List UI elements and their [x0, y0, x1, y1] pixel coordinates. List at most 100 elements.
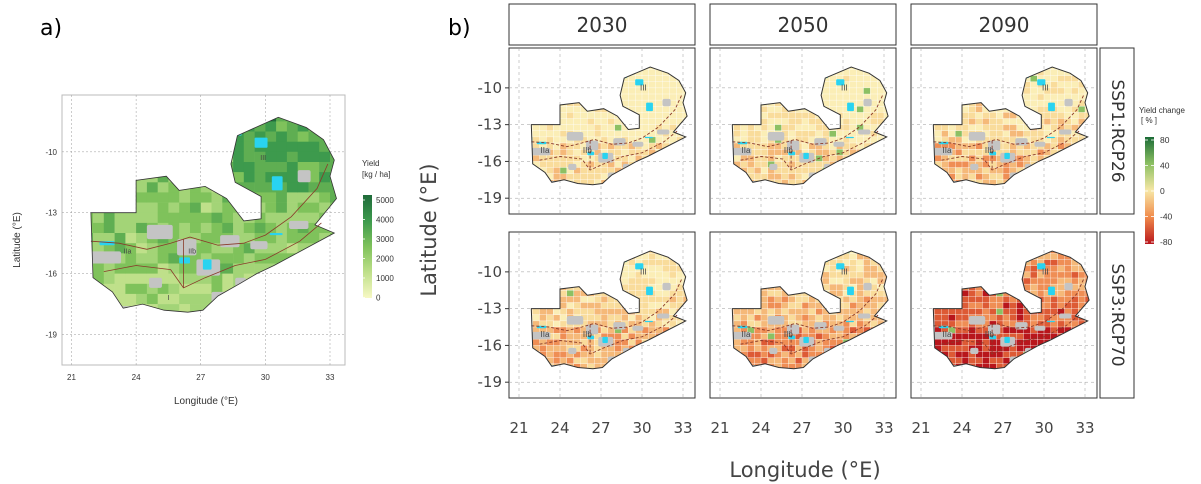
column-strip-label: 2090 — [979, 13, 1030, 37]
legend-b-label: -40 — [1160, 212, 1173, 222]
x-tick-label: 27 — [196, 373, 205, 382]
zone-label: IIa — [124, 248, 132, 255]
x-tick-label: 30 — [261, 373, 270, 382]
x-tick-label: 27 — [792, 419, 811, 437]
zone-label: I — [167, 295, 169, 302]
panel-b-column-strips: 2030 2050 2090 — [508, 3, 1098, 46]
x-tick-label: 30 — [833, 419, 852, 437]
legend-b-label: 40 — [1160, 161, 1170, 171]
x-tick-label: 24 — [132, 373, 141, 382]
panel-b-x-axis-label: Longitude (°E) — [729, 458, 880, 482]
y-tick-label: -13 — [478, 300, 503, 318]
legend-a-label: 4000 — [376, 216, 394, 225]
legend-b-title: Yield change — [1139, 106, 1186, 115]
legend-b-label: -80 — [1160, 237, 1173, 247]
column-strip-2090 — [910, 3, 1098, 46]
row-strip — [1099, 47, 1135, 215]
x-tick-label: 21 — [911, 419, 930, 437]
facet-2030-1: IIa IIb III — [508, 231, 696, 399]
zone-label: IIa — [943, 330, 952, 339]
legend-b-unit: [ % ] — [1141, 116, 1157, 125]
x-tick-label: 27 — [591, 419, 610, 437]
panel-a-x-ticks: 21 24 27 30 33 — [67, 373, 335, 382]
panel-a-y-ticks: -10 -13 -16 -19 — [45, 148, 57, 340]
facet-2090-1: IIa IIb III — [910, 231, 1098, 399]
legend-b-colorbar — [1145, 137, 1154, 244]
zone-label: III — [640, 267, 647, 276]
y-tick-label: -10 — [45, 148, 57, 157]
legend-a-label: 0 — [376, 294, 381, 303]
zone-label: IIb — [784, 330, 793, 339]
zone-label: IIb — [985, 330, 994, 339]
facet-2030-0: IIa IIb III — [508, 47, 696, 215]
country-outline — [932, 66, 1090, 186]
legend-b-label: 0 — [1160, 186, 1165, 196]
y-tick-label: -16 — [478, 152, 503, 170]
row-strip-label: SSP1:RCP26 — [1107, 79, 1127, 182]
legend-b-label: 80 — [1160, 135, 1170, 145]
y-tick-label: -13 — [45, 209, 57, 218]
country-outline — [90, 116, 337, 313]
x-tick-label: 21 — [509, 419, 528, 437]
country-outline — [731, 66, 889, 186]
legend-a-label: 5000 — [376, 196, 394, 205]
x-tick-label: 33 — [1075, 419, 1094, 437]
zone-label: III — [260, 155, 266, 162]
zone-label: III — [841, 83, 848, 92]
zone-label: IIa — [541, 330, 550, 339]
legend-a-label: 2000 — [376, 255, 394, 264]
row-strip-label: SSP3:RCP70 — [1107, 263, 1127, 366]
column-strip-2050 — [709, 3, 897, 46]
x-tick-label: 24 — [550, 419, 569, 437]
legend-a-label: 1000 — [376, 274, 394, 283]
facet-2050-0: IIa IIb III — [709, 47, 897, 215]
y-tick-label: -10 — [478, 263, 503, 281]
zone-label: IIb — [985, 146, 994, 155]
facet-2090-0: IIa IIb III — [910, 47, 1098, 215]
legend-a-label: 3000 — [376, 235, 394, 244]
zone-label: III — [1042, 267, 1049, 276]
panel-a-y-axis-label: Latitude (°E) — [12, 212, 23, 268]
zone-label: IIb — [784, 146, 793, 155]
panel-b-x-ticks: 21 24 27 30 33 21 24 27 30 33 21 24 27 30 33 — [509, 419, 1094, 437]
zone-label: IIa — [541, 146, 550, 155]
x-tick-label: 27 — [993, 419, 1012, 437]
panel-a-x-axis-label: Longitude (°E) — [174, 396, 238, 407]
y-tick-label: -16 — [478, 336, 503, 354]
x-tick-label: 21 — [67, 373, 76, 382]
zone-label: III — [640, 83, 647, 92]
country-outline — [530, 250, 688, 370]
panel-a-legend: Yield [kg / ha] 5000 4000 3000 2000 1000 0 — [362, 159, 394, 303]
x-tick-label: 30 — [1034, 419, 1053, 437]
legend-a-title: Yield — [362, 159, 380, 168]
zone-label: III — [1042, 83, 1049, 92]
y-tick-label: -16 — [45, 270, 57, 279]
panel-b-legend: Yield change [ % ] 80 40 0 -40 -80 — [1139, 106, 1186, 247]
x-tick-label: 33 — [673, 419, 692, 437]
y-tick-label: -19 — [45, 331, 57, 340]
zone-label: IIb — [583, 330, 592, 339]
x-tick-label: 24 — [751, 419, 770, 437]
panel-b-row-strips: SSP1:RCP26 SSP3:RCP70 — [1099, 47, 1135, 399]
zone-label: IIa — [943, 146, 952, 155]
row-strip — [1099, 231, 1135, 399]
zone-label: IIb — [583, 146, 592, 155]
panel-b: b) 2030 2050 2090 SSP1:RCP26 SSP3:RCP70 IIa… — [417, 3, 1186, 482]
legend-a-colorbar — [363, 195, 372, 298]
country-outline — [731, 250, 889, 370]
panel-b-label: b) — [448, 16, 471, 41]
column-strip-label: 2030 — [577, 13, 628, 37]
country-outline — [932, 250, 1090, 370]
zone-label: III — [841, 267, 848, 276]
y-tick-label: -10 — [478, 79, 503, 97]
panel-b-y-ticks: -10 -13 -16 -19 -10 -13 -16 -19 — [478, 79, 509, 391]
x-tick-label: 24 — [952, 419, 971, 437]
panel-b-y-axis-label: Latitude (°E) — [417, 163, 441, 296]
y-tick-label: -13 — [478, 116, 503, 134]
x-tick-label: 33 — [874, 419, 893, 437]
legend-a-unit: [kg / ha] — [362, 170, 390, 179]
facet-2050-1: IIa IIb III — [709, 231, 897, 399]
